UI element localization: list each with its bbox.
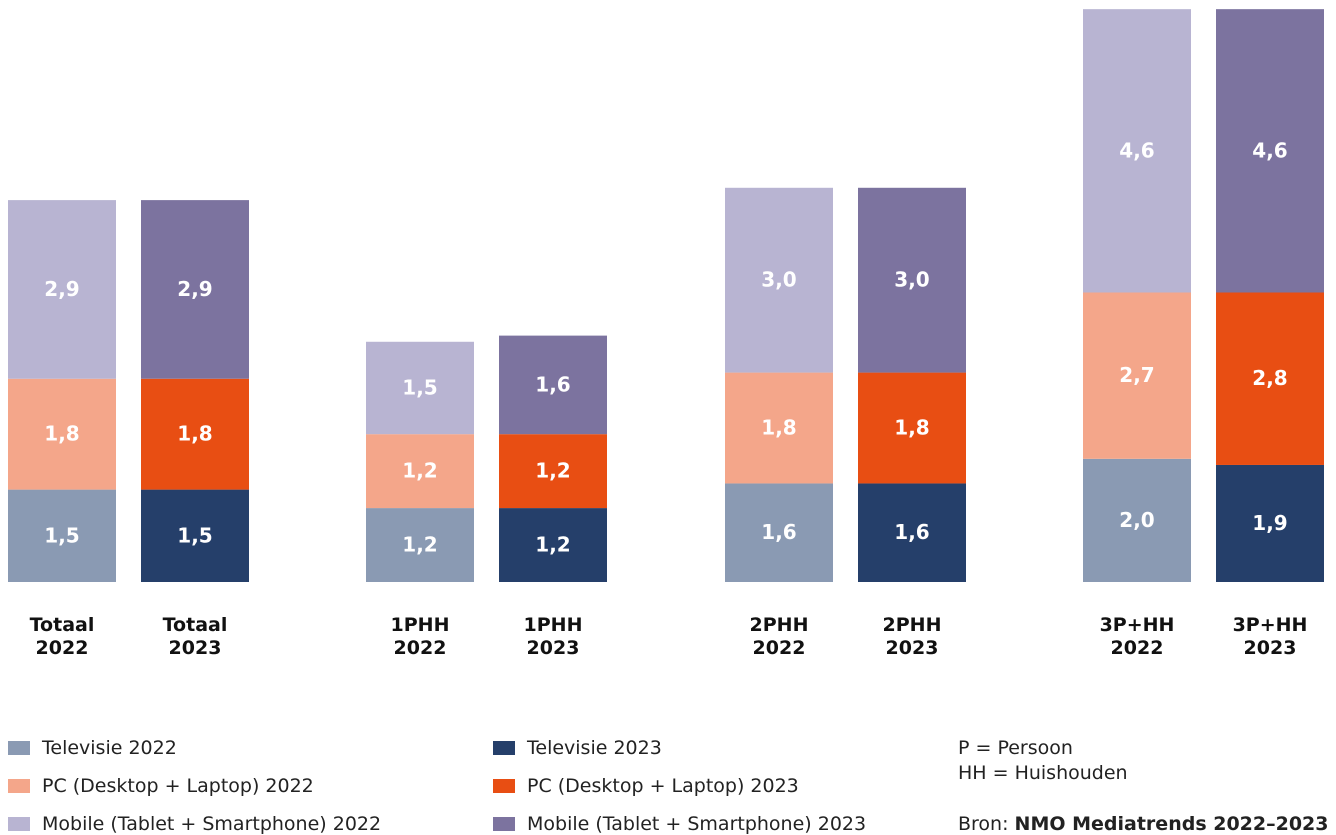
bar-segment [366, 434, 474, 509]
bar-segment [8, 200, 116, 379]
x-tick-label: 1PHH 2023 [523, 614, 583, 659]
x-tick-label: 2PHH 2023 [882, 614, 942, 659]
bar-segment [1216, 292, 1324, 465]
x-tick-label: 2PHH 2022 [749, 614, 809, 659]
value-label: 2,9 [44, 277, 79, 301]
bar-segment [8, 489, 116, 582]
legend-swatch [493, 779, 515, 793]
value-label: 4,6 [1252, 138, 1287, 162]
bar-segment [141, 489, 249, 582]
value-label: 1,2 [535, 459, 570, 483]
value-label: 1,2 [535, 533, 570, 557]
x-tick-label: 3P+HH 2022 [1099, 614, 1175, 659]
value-label: 2,7 [1119, 363, 1154, 387]
legend-label: Televisie 2023 [527, 737, 662, 759]
note: HH = Huishouden [958, 762, 1128, 784]
value-label: 1,5 [44, 523, 79, 547]
value-label: 1,8 [44, 422, 79, 446]
bar-segment [366, 341, 474, 435]
legend-swatch [8, 779, 30, 793]
value-label: 1,2 [402, 533, 437, 557]
bar-segment [499, 434, 607, 509]
bar-segment [725, 372, 833, 484]
bar-segment [499, 335, 607, 435]
legend-swatch [8, 741, 30, 755]
value-label: 1,5 [402, 375, 437, 399]
value-label: 2,8 [1252, 366, 1287, 390]
x-tick-label: 3P+HH 2023 [1232, 614, 1308, 659]
source: Bron: NMO Mediatrends 2022–2023 [958, 812, 1329, 835]
value-label: 1,6 [761, 520, 796, 544]
x-tick-label: 1PHH 2022 [390, 614, 450, 659]
legend-swatch [493, 741, 515, 755]
bar-segment [725, 483, 833, 582]
bar-segment [499, 508, 607, 582]
legend-label: Mobile (Tablet + Smartphone) 2023 [527, 813, 867, 835]
legend-label: PC (Desktop + Laptop) 2023 [527, 775, 799, 797]
x-tick-label: Totaal 2022 [29, 614, 95, 659]
bar-segment [141, 200, 249, 379]
bar-segment [1216, 464, 1324, 582]
bar-segment [858, 372, 966, 484]
legend-swatch [8, 817, 30, 831]
legend-label: PC (Desktop + Laptop) 2022 [42, 775, 314, 797]
source-label: Bron: [958, 813, 1009, 835]
value-label: 3,0 [761, 268, 796, 292]
legend-label: Televisie 2022 [42, 737, 177, 759]
bar-segment [141, 378, 249, 490]
value-label: 1,6 [535, 372, 570, 396]
bar-segment [1083, 9, 1191, 293]
bar-segment [858, 187, 966, 373]
legend-label: Mobile (Tablet + Smartphone) 2022 [42, 813, 382, 835]
bar-segment [858, 483, 966, 582]
bar-segment [725, 187, 833, 373]
value-label: 2,0 [1119, 508, 1154, 532]
value-label: 1,8 [894, 416, 929, 440]
bar-segment [1083, 292, 1191, 459]
value-label: 3,0 [894, 268, 929, 292]
value-label: 1,2 [402, 459, 437, 483]
bar-segment [1216, 9, 1324, 293]
value-label: 1,9 [1252, 511, 1287, 535]
value-label: 1,6 [894, 520, 929, 544]
bar-segment [1083, 458, 1191, 582]
value-label: 2,9 [177, 277, 212, 301]
legend-swatch [493, 817, 515, 831]
note: P = Persoon [958, 737, 1073, 759]
value-label: 1,5 [177, 523, 212, 547]
value-label: 1,8 [177, 422, 212, 446]
bar-segment [366, 508, 474, 582]
value-label: 1,8 [761, 416, 796, 440]
value-label: 4,6 [1119, 138, 1154, 162]
x-tick-label: Totaal 2023 [162, 614, 228, 659]
source-text: NMO Mediatrends 2022–2023 [1014, 813, 1329, 835]
bar-segment [8, 378, 116, 490]
